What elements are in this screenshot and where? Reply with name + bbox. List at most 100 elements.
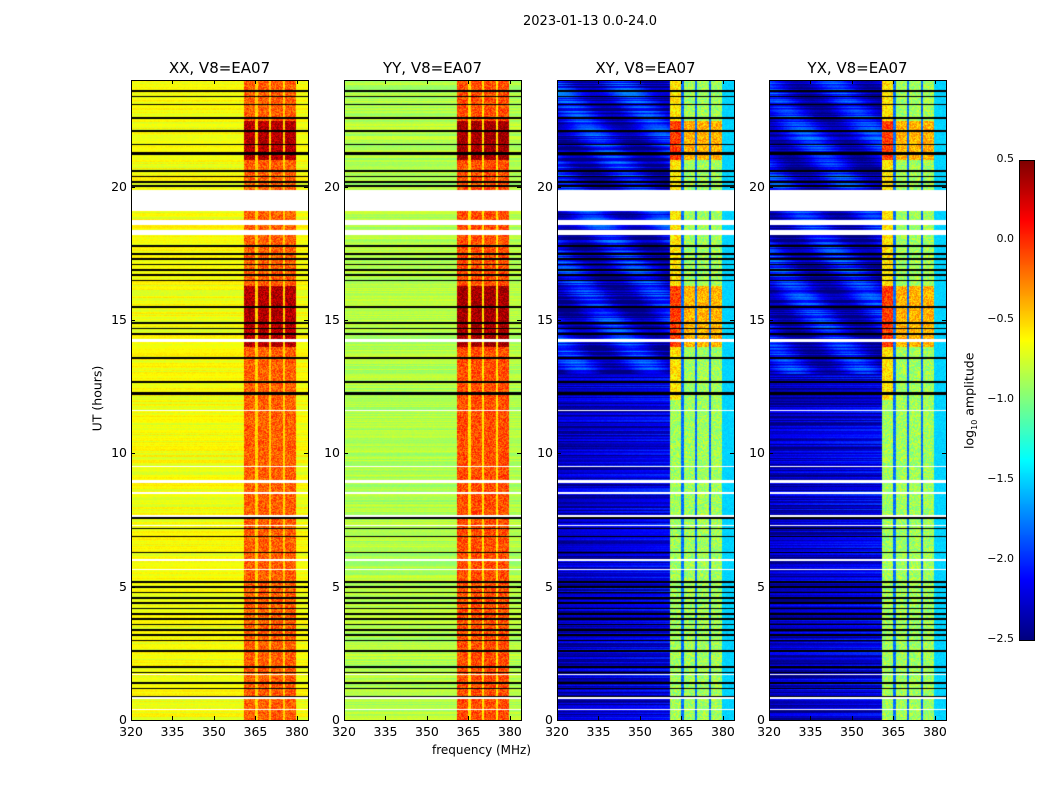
y-tick-mark	[131, 320, 135, 321]
y-tick-mark	[557, 720, 561, 721]
y-tick-label: 10	[537, 445, 553, 461]
colorbar-tick-label: 0.0	[996, 232, 1015, 245]
figure-title: 2023-01-13 0.0-24.0	[523, 14, 657, 29]
x-tick-mark	[172, 80, 174, 84]
x-tick-mark	[722, 716, 724, 720]
colorbar-tick-label: 0.5	[996, 152, 1015, 165]
y-tick-label: 15	[111, 312, 127, 327]
x-tick-mark	[639, 716, 641, 720]
x-tick-label: 350	[415, 724, 439, 739]
panel-title: XX, V8=EA07	[168, 59, 271, 77]
y-tick-mark	[942, 720, 946, 721]
y-tick-mark	[517, 720, 521, 721]
y-tick-label: 15	[749, 312, 765, 327]
colorbar-label: log10 amplitude	[961, 351, 979, 451]
x-tick-label: 380	[498, 724, 522, 739]
x-tick-mark	[344, 716, 345, 720]
y-tick-mark	[942, 586, 946, 588]
x-tick-mark	[722, 80, 724, 84]
x-tick-mark	[557, 80, 558, 84]
y-tick-mark	[304, 186, 308, 188]
y-tick-label: 10	[111, 445, 127, 461]
x-tick-label: 350	[628, 724, 652, 739]
x-tick-mark	[426, 80, 428, 84]
y-tick-mark	[769, 586, 773, 588]
y-tick-mark	[131, 186, 135, 188]
y-tick-mark	[517, 586, 521, 588]
y-tick-mark	[344, 453, 348, 455]
x-tick-mark	[893, 80, 895, 84]
x-tick-mark	[810, 80, 812, 84]
colorbar-label-main: log	[961, 429, 977, 449]
y-tick-mark	[517, 186, 521, 188]
y-tick-label: 20	[111, 178, 127, 194]
y-tick-label: 10	[324, 445, 340, 461]
x-tick-label: 335	[160, 724, 185, 739]
y-tick-mark	[517, 320, 521, 321]
y-tick-label: 0	[332, 712, 340, 727]
y-tick-mark	[131, 453, 135, 455]
y-tick-label: 0	[545, 712, 553, 727]
x-tick-mark	[934, 716, 936, 720]
y-tick-mark	[304, 720, 308, 721]
y-tick-label: 20	[749, 178, 765, 194]
x-tick-mark	[468, 716, 470, 720]
y-tick-label: 5	[332, 578, 340, 594]
x-tick-mark	[131, 80, 132, 84]
x-tick-mark	[131, 716, 132, 720]
y-axis-label: UT (hours)	[89, 365, 105, 432]
y-tick-mark	[344, 720, 348, 721]
x-tick-mark	[598, 716, 600, 720]
heatmap-xy	[557, 80, 734, 720]
colorbar-label-rest: amplitude	[961, 352, 977, 420]
x-tick-mark	[598, 80, 600, 84]
colorbar-tick-label: −2.0	[987, 552, 1014, 565]
colorbar	[1019, 160, 1034, 640]
x-tick-mark	[509, 80, 511, 84]
y-tick-mark	[557, 586, 561, 588]
y-tick-mark	[730, 586, 734, 588]
y-tick-mark	[769, 320, 773, 321]
panel-title: YX, V8=EA07	[807, 59, 908, 77]
heatmap-yy	[344, 80, 521, 720]
x-tick-mark	[255, 716, 257, 720]
x-tick-mark	[255, 80, 257, 84]
y-tick-mark	[304, 320, 308, 321]
x-tick-label: 320	[757, 724, 781, 739]
y-tick-mark	[942, 320, 946, 321]
y-tick-label: 5	[545, 578, 553, 594]
y-tick-label: 0	[119, 712, 127, 727]
x-tick-label: 365	[456, 724, 481, 739]
x-tick-mark	[769, 716, 770, 720]
y-tick-mark	[942, 186, 946, 188]
y-tick-label: 15	[324, 312, 340, 327]
y-tick-mark	[730, 320, 734, 321]
y-tick-mark	[557, 186, 561, 188]
x-tick-mark	[681, 716, 683, 720]
colorbar-tick-label: −2.5	[987, 632, 1014, 645]
y-tick-mark	[131, 586, 135, 588]
y-tick-mark	[131, 720, 135, 721]
x-tick-label: 320	[545, 724, 569, 739]
panel-title: XY, V8=EA07	[595, 59, 696, 77]
x-tick-mark	[769, 80, 770, 84]
colorbar-label-sub: 10	[969, 419, 979, 430]
y-tick-mark	[304, 453, 308, 455]
x-tick-label: 365	[243, 724, 268, 739]
x-tick-mark	[213, 80, 215, 84]
x-tick-mark	[934, 80, 936, 84]
x-tick-label: 350	[840, 724, 864, 739]
x-tick-mark	[468, 80, 470, 84]
x-tick-label: 380	[923, 724, 947, 739]
heatmap-xx	[131, 80, 308, 720]
x-tick-mark	[810, 716, 812, 720]
x-tick-mark	[893, 716, 895, 720]
y-tick-mark	[344, 186, 348, 188]
x-tick-mark	[213, 716, 215, 720]
x-tick-mark	[851, 716, 853, 720]
x-tick-label: 335	[373, 724, 398, 739]
x-tick-mark	[172, 716, 174, 720]
colorbar-tick-label: −1.0	[987, 392, 1014, 405]
x-tick-mark	[344, 80, 345, 84]
